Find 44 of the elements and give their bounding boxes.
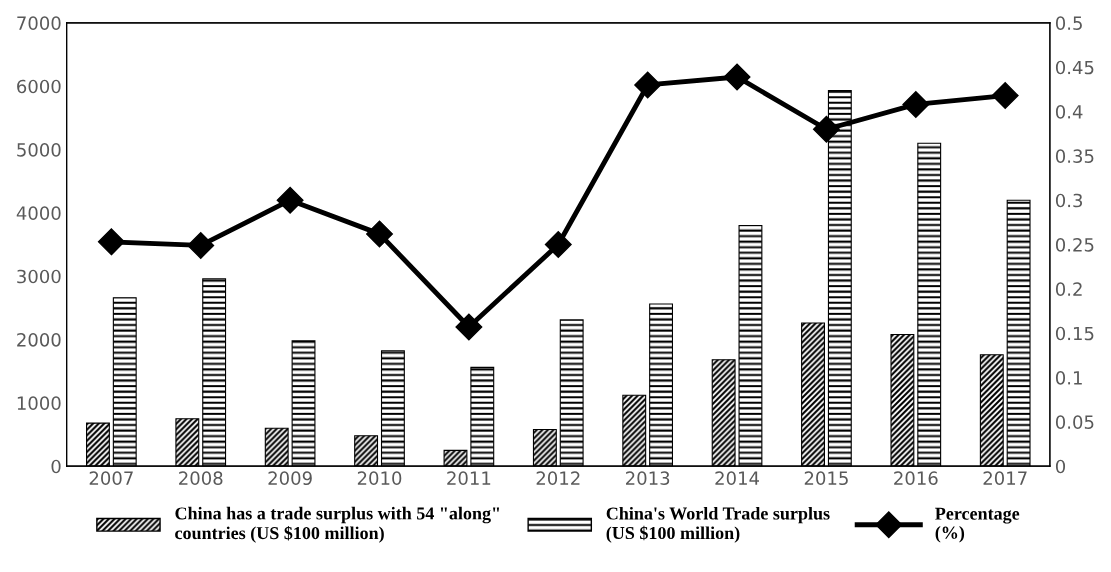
y-tick-label: 2000	[17, 332, 61, 347]
y2-tick-label: 0	[1055, 459, 1066, 474]
y2-tick-label: 0.4	[1055, 105, 1083, 119]
y2-tick-label: 0.5	[1055, 16, 1082, 30]
y-tick-label: 3000	[17, 269, 61, 284]
point	[187, 231, 215, 259]
y-tick-label: 4000	[16, 206, 61, 220]
point	[455, 313, 483, 341]
y-tick-label: 5000	[17, 143, 61, 157]
point	[276, 186, 304, 214]
y2-tick-label: 0.45	[1055, 60, 1094, 75]
y2-tick-label: 0.3	[1055, 193, 1083, 208]
y2-tick-label: 0.1	[1055, 370, 1082, 385]
y2-tick-label: 0.05	[1055, 415, 1094, 429]
x-tick-label: 2017	[983, 471, 1027, 486]
x-tick-label: 2012	[536, 471, 580, 486]
point	[634, 71, 662, 99]
x-tick-label: 2010	[357, 471, 402, 486]
legend-label: China's World Trade surplus (US $100 million)	[606, 506, 830, 543]
y-tick-label: 7000	[17, 16, 61, 30]
point	[97, 228, 125, 256]
x-tick-label: 2013	[626, 471, 670, 486]
y-tick-label: 6000	[17, 79, 61, 94]
point	[366, 220, 393, 248]
y-tick-label: 0	[51, 459, 61, 474]
x-tick-label: 2014	[715, 471, 760, 486]
x-tick-label: 2015	[804, 471, 848, 486]
legend-label: Percentage (%)	[935, 507, 1020, 543]
y-tick-label: 1000	[17, 396, 61, 410]
y2-tick-label: 0.2	[1055, 282, 1082, 296]
x-tick-label: 2011	[447, 471, 491, 486]
point	[902, 90, 930, 118]
y2-tick-label: 0.35	[1055, 149, 1094, 163]
y2-tick-label: 0.15	[1055, 326, 1094, 341]
y2-tick-label: 0.25	[1055, 237, 1094, 252]
point	[991, 82, 1019, 110]
x-tick-label: 2009	[268, 471, 312, 486]
point	[812, 115, 840, 143]
x-tick-label: 2016	[894, 471, 938, 486]
point	[544, 231, 572, 258]
x-tick-label: 2008	[179, 471, 223, 486]
point	[723, 63, 751, 91]
x-tick-label: 2007	[89, 471, 133, 486]
legend-label: China has a trade surplus with 54 "along" countries (US $100 million)	[175, 506, 500, 543]
